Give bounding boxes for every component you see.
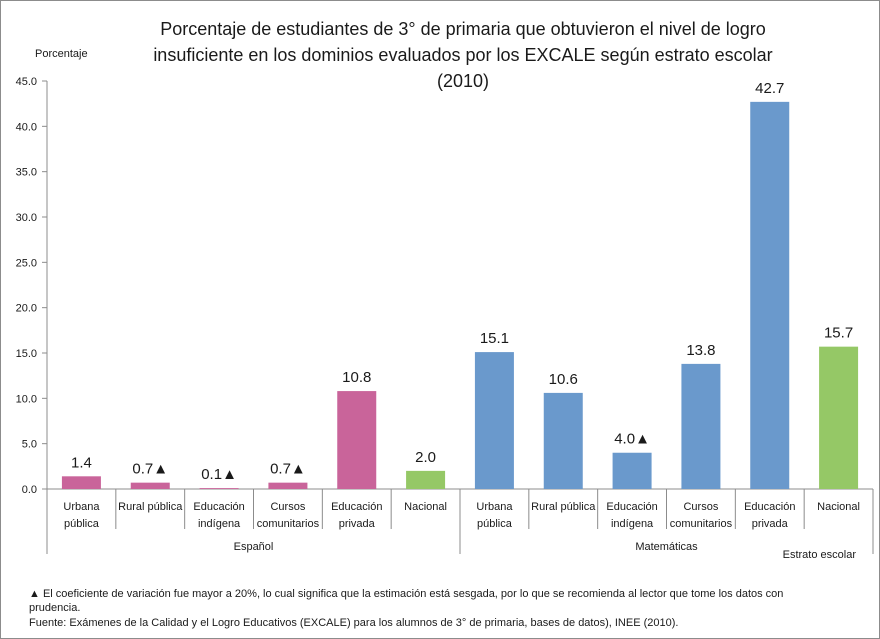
y-tick-label: 30.0 — [16, 212, 37, 224]
bar-value-label: 10.8 — [342, 369, 371, 386]
x-category-label: indígena — [611, 518, 654, 530]
chart-title: Porcentaje de estudiantes de 3° de prima… — [153, 19, 772, 91]
x-category-label: Nacional — [404, 501, 447, 513]
chart-title-line-1: Porcentaje de estudiantes de 3° de prima… — [160, 19, 766, 39]
bar — [819, 346, 859, 489]
bar-value-label: 0.7▲ — [270, 461, 306, 478]
bar — [543, 392, 583, 489]
x-category-label: Educación — [331, 501, 382, 513]
x-category-label: Educación — [744, 501, 795, 513]
bar — [474, 352, 514, 489]
x-category-label: Urbana — [476, 501, 513, 513]
x-category-label: Cursos — [270, 501, 305, 513]
bar — [199, 488, 239, 489]
source-footnote: Fuente: Exámenes de la Calidad y el Logr… — [29, 617, 679, 629]
axes: 0.0 5.0 10.0 15.0 20.0 25.0 30.0 35.0 40.0 45.0 Es… — [16, 76, 874, 554]
bar — [337, 391, 377, 489]
bar — [406, 470, 446, 489]
bar — [750, 101, 790, 489]
bar-value-label: 15.7 — [824, 325, 853, 342]
bar-value-label: 15.1 — [480, 330, 509, 347]
bars: 1.4 Urbana pública 0.7▲ Rural pública 0.1▲ Edu… — [61, 80, 860, 530]
bar — [268, 482, 308, 489]
bar-value-label: 0.1▲ — [201, 466, 237, 483]
cv-footnote-line-1: ▲ El coeficiente de variación fue mayor … — [29, 588, 784, 600]
y-tick-label: 5.0 — [22, 439, 37, 451]
bar-value-label: 2.0 — [415, 449, 436, 466]
x-category-label: comunitarios — [257, 518, 320, 530]
x-category-label: pública — [477, 518, 513, 530]
cv-footnote: ▲ El coeficiente de variación fue mayor … — [29, 587, 859, 615]
x-category-label: comunitarios — [670, 518, 733, 530]
x-category-label: Rural pública — [531, 501, 596, 513]
x-axis-label: Estrato escolar — [783, 549, 857, 561]
y-tick-label: 40.0 — [16, 121, 37, 133]
x-group-label: Español — [234, 541, 274, 553]
x-category-label: pública — [64, 518, 100, 530]
bar-value-label: 4.0▲ — [614, 431, 650, 448]
cv-footnote-line-2: prudencia. — [29, 602, 81, 614]
y-tick-label: 45.0 — [16, 76, 37, 88]
x-group-label: Matemáticas — [635, 541, 698, 553]
bar-value-label: 0.7▲ — [132, 461, 168, 478]
x-category-label: privada — [752, 518, 789, 530]
bar — [681, 363, 721, 489]
y-tick-label: 15.0 — [16, 348, 37, 360]
bar-value-label: 1.4 — [71, 454, 92, 471]
x-category-label: Urbana — [63, 501, 100, 513]
x-category-label: Cursos — [683, 501, 718, 513]
bar-value-label: 42.7 — [755, 80, 784, 97]
y-axis-label: Porcentaje — [35, 48, 88, 60]
x-category-label: privada — [339, 518, 376, 530]
y-tick-label: 10.0 — [16, 393, 37, 405]
y-tick-label: 25.0 — [16, 257, 37, 269]
chart-title-line-3: (2010) — [437, 71, 489, 91]
bar — [612, 452, 652, 489]
y-tick-label: 35.0 — [16, 167, 37, 179]
bar-value-label: 10.6 — [549, 371, 578, 388]
bar — [61, 476, 101, 489]
bar — [130, 482, 170, 489]
x-category-label: Nacional — [817, 501, 860, 513]
x-category-label: Rural pública — [118, 501, 183, 513]
chart-title-line-2: insuficiente en los dominios evaluados p… — [153, 45, 772, 65]
x-category-label: indígena — [198, 518, 241, 530]
y-tick-label: 0.0 — [22, 484, 37, 496]
x-category-label: Educación — [193, 501, 244, 513]
y-tick-label: 20.0 — [16, 303, 37, 315]
bar-value-label: 13.8 — [686, 342, 715, 359]
x-category-label: Educación — [606, 501, 657, 513]
